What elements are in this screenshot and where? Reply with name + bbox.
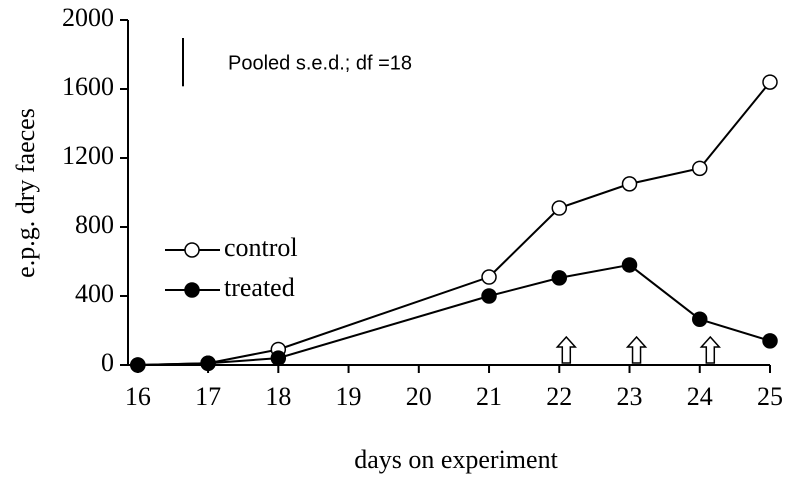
y-tick-label: 800 xyxy=(75,210,114,239)
x-tick-label: 18 xyxy=(265,382,291,411)
x-tick-label: 22 xyxy=(546,382,572,411)
data-point xyxy=(481,288,497,304)
data-point xyxy=(481,269,497,285)
y-tick-label: 1200 xyxy=(62,141,114,170)
data-point xyxy=(762,74,778,90)
x-tick-label: 23 xyxy=(617,382,643,411)
series-line xyxy=(137,81,771,366)
x-tick-label: 17 xyxy=(195,382,221,411)
legend-label: control xyxy=(224,233,298,262)
legend-marker xyxy=(184,242,200,258)
data-point xyxy=(692,160,708,177)
data-point xyxy=(551,270,568,286)
x-tick-label: 21 xyxy=(476,382,502,411)
legend-marker xyxy=(184,282,200,298)
y-tick-label: 2000 xyxy=(62,3,114,32)
data-point xyxy=(551,200,568,216)
data-point xyxy=(692,311,708,328)
treatment-arrow xyxy=(555,335,577,364)
data-point xyxy=(621,176,638,192)
y-tick-label: 1600 xyxy=(62,72,114,101)
data-point xyxy=(621,257,638,273)
x-tick-label: 16 xyxy=(125,382,151,411)
x-tick-label: 25 xyxy=(757,382,783,411)
x-tick-label: 20 xyxy=(406,382,432,411)
y-axis-label: e.p.g. dry faeces xyxy=(11,108,40,278)
series-line xyxy=(137,263,771,366)
y-tick-label: 400 xyxy=(75,279,114,308)
legend-label: treated xyxy=(224,273,295,302)
x-axis-label: days on experiment xyxy=(354,445,558,474)
data-point xyxy=(762,333,778,349)
treatment-arrow xyxy=(625,335,648,364)
data-point xyxy=(200,355,216,372)
treatment-arrow xyxy=(699,335,721,364)
y-tick-label: 0 xyxy=(101,348,114,377)
annotation: Pooled s.e.d.; df =18 xyxy=(228,52,412,74)
data-point xyxy=(130,357,146,373)
x-tick-label: 19 xyxy=(336,382,362,411)
data-point xyxy=(270,350,287,366)
x-tick-label: 24 xyxy=(687,382,713,411)
